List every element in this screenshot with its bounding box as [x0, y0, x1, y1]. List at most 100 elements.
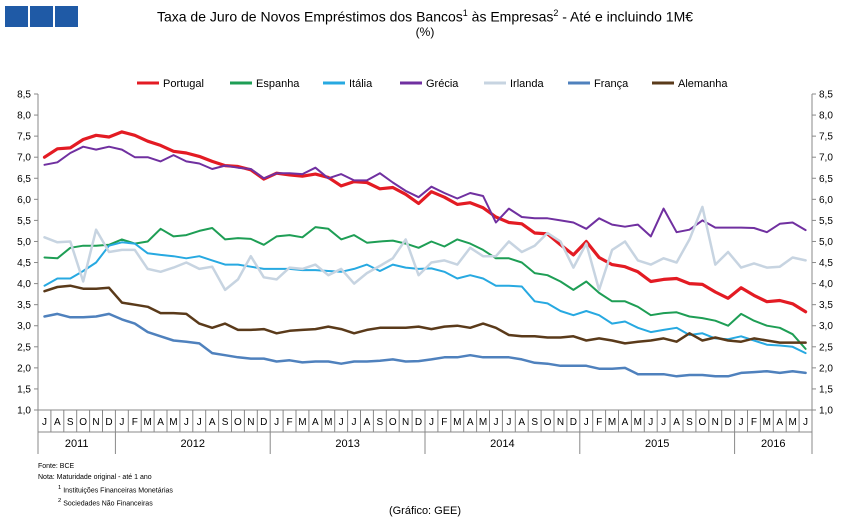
y-tick-label-left: 4,5 [17, 258, 31, 269]
month-label: J [42, 417, 47, 428]
y-tick-label-right: 6,5 [819, 174, 833, 185]
chart-credit: (Gráfico: GEE) [388, 505, 462, 517]
month-label: F [441, 417, 447, 428]
month-label: M [453, 417, 461, 428]
y-tick-label-right: 4,0 [819, 279, 833, 290]
month-label: D [105, 417, 112, 428]
month-label: A [157, 417, 164, 428]
y-tick-label-right: 1,5 [819, 384, 833, 395]
year-label: 2014 [490, 438, 514, 450]
month-label: A [54, 417, 61, 428]
y-tick-label-left: 7,0 [17, 153, 31, 164]
legend-label: Portugal [163, 78, 204, 90]
month-label: F [596, 417, 602, 428]
year-label: 2011 [65, 438, 89, 450]
month-label: D [415, 417, 422, 428]
footnote-1: 1 Instituições Financeiras Monetárias [58, 485, 173, 495]
legend-label: Irlanda [510, 78, 545, 90]
month-label: D [725, 417, 732, 428]
month-label: J [493, 417, 498, 428]
y-tick-label-right: 2,0 [819, 363, 833, 374]
month-label: J [506, 417, 511, 428]
month-label: O [234, 417, 242, 428]
y-tick-label-right: 7,0 [819, 153, 833, 164]
y-tick-label-left: 3,0 [17, 321, 31, 332]
month-label: S [222, 417, 229, 428]
legend-label: França [594, 78, 629, 90]
month-label: A [209, 417, 216, 428]
month-label: M [298, 417, 306, 428]
y-tick-label-right: 3,5 [819, 300, 833, 311]
month-label: J [739, 417, 744, 428]
y-tick-label-right: 5,0 [819, 237, 833, 248]
y-tick-label-right: 1,0 [819, 406, 833, 417]
y-tick-label-left: 5,0 [17, 237, 31, 248]
series-line-grécia [43, 145, 807, 238]
logo-block-1 [5, 6, 28, 27]
month-label: J [339, 417, 344, 428]
series-line-frança [43, 312, 807, 378]
maturity-note: Nota: Maturidade original - até 1 ano [38, 474, 152, 481]
month-label: A [364, 417, 371, 428]
month-label: F [132, 417, 138, 428]
month-label: M [324, 417, 332, 428]
month-label: O [389, 417, 397, 428]
year-label: 2015 [645, 438, 669, 450]
year-label: 2012 [181, 438, 205, 450]
y-tick-label-right: 8,0 [819, 111, 833, 122]
month-label: N [247, 417, 254, 428]
month-label: N [402, 417, 409, 428]
y-tick-label-left: 3,5 [17, 300, 31, 311]
y-tick-label-right: 3,0 [819, 321, 833, 332]
month-label: J [429, 417, 434, 428]
month-label: A [312, 417, 319, 428]
y-tick-label-left: 6,0 [17, 195, 31, 206]
month-label: S [531, 417, 538, 428]
series-line-espanha [43, 226, 807, 350]
month-label: N [92, 417, 99, 428]
y-tick-label-right: 5,5 [819, 216, 833, 227]
month-label: M [143, 417, 151, 428]
y-tick-label-left: 5,5 [17, 216, 31, 227]
month-label: A [776, 417, 783, 428]
month-label: J [119, 417, 124, 428]
month-label: J [661, 417, 666, 428]
y-tick-label-right: 4,5 [819, 258, 833, 269]
y-tick-label-right: 8,5 [819, 90, 833, 101]
month-label: N [712, 417, 719, 428]
y-tick-label-left: 2,5 [17, 342, 31, 353]
y-tick-label-right: 7,5 [819, 132, 833, 143]
chart-notes: Fonte: BCE Nota: Maturidade original - a… [38, 461, 173, 510]
month-label: A [673, 417, 680, 428]
month-label: M [788, 417, 796, 428]
month-label: J [184, 417, 189, 428]
chart-title: Taxa de Juro de Novos Empréstimos dos Ba… [156, 8, 694, 25]
month-label: M [608, 417, 616, 428]
legend-label: Alemanha [678, 78, 728, 90]
month-label: M [479, 417, 487, 428]
month-label: S [67, 417, 74, 428]
month-label: A [467, 417, 474, 428]
legend-label: Espanha [256, 78, 300, 90]
month-label: M [763, 417, 771, 428]
month-label: J [352, 417, 357, 428]
month-label: O [544, 417, 552, 428]
y-tick-label-right: 6,0 [819, 195, 833, 206]
y-tick-label-left: 8,5 [17, 90, 31, 101]
y-tick-label-left: 4,0 [17, 279, 31, 290]
y-tick-label-left: 7,5 [17, 132, 31, 143]
month-label: O [698, 417, 706, 428]
series-line-alemanha [43, 284, 807, 345]
month-label: F [286, 417, 292, 428]
series-line-irlanda [43, 205, 807, 292]
y-tick-label-right: 2,5 [819, 342, 833, 353]
legend-label: Grécia [426, 78, 459, 90]
source-note: Fonte: BCE [38, 463, 75, 470]
month-label: J [197, 417, 202, 428]
month-label: M [169, 417, 177, 428]
month-label: D [570, 417, 577, 428]
month-label: S [686, 417, 693, 428]
month-label: F [751, 417, 757, 428]
year-label: 2013 [335, 438, 359, 450]
